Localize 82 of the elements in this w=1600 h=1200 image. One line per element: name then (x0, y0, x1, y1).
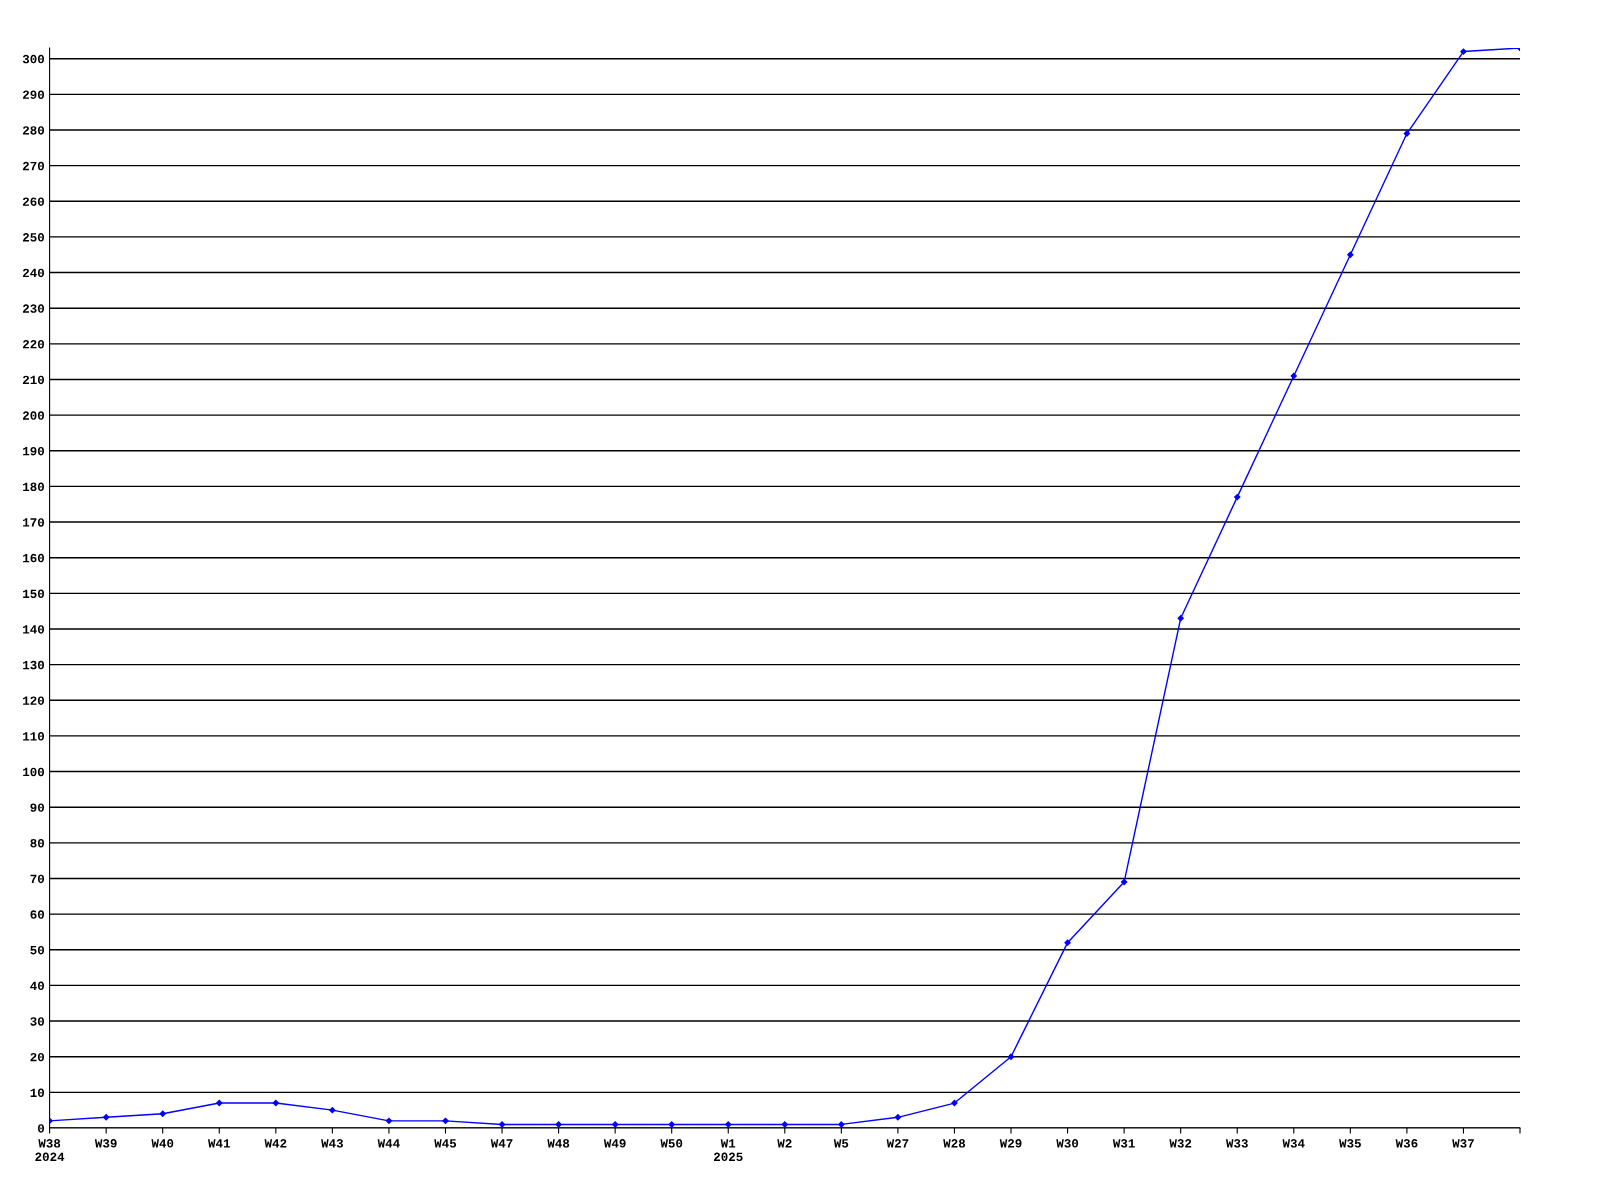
x-tick-label: W34 (1282, 1139, 1305, 1148)
y-tick-label: 30 (30, 1017, 45, 1026)
point (103, 1114, 110, 1121)
x-tick-label: W33 (1225, 1139, 1248, 1148)
y-tick-label: 130 (23, 660, 45, 670)
point (838, 1121, 845, 1128)
point (1290, 372, 1297, 380)
x-tick-label: W38 2024 (35, 1139, 65, 1162)
point (1007, 1053, 1015, 1060)
y-tick-label: 230 (22, 304, 45, 313)
y-tick-label: 0 (37, 1124, 45, 1133)
x-tick-label: W41 (208, 1139, 230, 1148)
point (1177, 615, 1184, 622)
x-tick-label: W47 (490, 1139, 513, 1148)
y-tick-label: 280 (22, 126, 45, 135)
y-tick-label: 20 (30, 1052, 45, 1062)
y-tick-label: 140 (23, 625, 45, 634)
point (1234, 493, 1241, 501)
x-tick-label: W40 (151, 1139, 174, 1148)
x-tick-label: W49 (603, 1139, 626, 1148)
y-tick-label: 160 (23, 553, 45, 563)
y-tick-label: 40 (30, 981, 45, 991)
x-tick-label: W29 (999, 1139, 1022, 1148)
x-tick-label: W5 (833, 1139, 849, 1148)
x-tick-label: W43 (321, 1139, 343, 1148)
point (1460, 48, 1467, 55)
y-tick-label: 290 (22, 90, 45, 99)
point (442, 1117, 449, 1125)
x-tick-label: W45 (434, 1139, 457, 1148)
y-tick-label: 220 (22, 340, 45, 349)
y-tick-label: 210 (22, 375, 45, 385)
point (1064, 939, 1071, 946)
point (329, 1107, 336, 1114)
x-tick-label: W31 (1112, 1139, 1135, 1148)
point (725, 1121, 732, 1128)
y-tick-label: 120 (23, 696, 45, 705)
y-tick-label: 170 (23, 518, 45, 527)
point (555, 1121, 562, 1128)
y-tick-label: 50 (30, 945, 45, 955)
x-tick-label: W28 (943, 1139, 966, 1148)
y-tick-label: 70 (30, 874, 45, 884)
x-tick-label: W36 (1395, 1139, 1418, 1148)
y-tick-label: 260 (22, 197, 45, 206)
x-tick-label: W39 (94, 1139, 117, 1148)
y-tick-label: 200 (22, 411, 45, 420)
point (1120, 878, 1128, 886)
x-tick-label: W2 (777, 1139, 792, 1148)
x-tick-label: W35 (1339, 1139, 1361, 1148)
point (159, 1110, 166, 1117)
x-tick-label: W32 (1169, 1139, 1192, 1148)
x-tick-label: W44 (377, 1139, 400, 1148)
y-tick-label: 90 (30, 803, 45, 812)
x-tick-label: W48 (547, 1139, 570, 1148)
point (385, 1117, 393, 1125)
y-tick-label: 300 (22, 54, 45, 64)
x-tick-label: W27 (886, 1139, 909, 1148)
x-tick-label: W50 (660, 1139, 683, 1148)
y-tick-label: 250 (22, 233, 45, 242)
y-tick-label: 110 (23, 732, 45, 741)
point (216, 1099, 223, 1107)
x-tick-label: W42 (264, 1139, 287, 1148)
point (951, 1099, 958, 1107)
y-tick-label: 10 (30, 1088, 45, 1098)
y-tick-label: 180 (23, 482, 45, 492)
point (611, 1121, 619, 1128)
y-tick-label: 100 (23, 767, 45, 777)
y-tick-label: 80 (30, 839, 45, 848)
point (894, 1114, 902, 1121)
y-tick-label: 150 (23, 589, 45, 598)
x-tick-label: W30 (1056, 1139, 1079, 1148)
y-tick-label: 270 (22, 161, 45, 171)
point (668, 1121, 675, 1128)
point (1347, 251, 1354, 258)
y-tick-label: 190 (23, 446, 45, 456)
y-tick-label: 60 (30, 910, 45, 919)
y-tick-label: 240 (22, 268, 45, 278)
x-tick-label: W37 (1452, 1139, 1474, 1148)
point (272, 1099, 279, 1107)
x-tick-label: W1 2025 (713, 1139, 743, 1162)
point (498, 1121, 506, 1128)
point (781, 1121, 788, 1128)
point (1403, 130, 1411, 137)
